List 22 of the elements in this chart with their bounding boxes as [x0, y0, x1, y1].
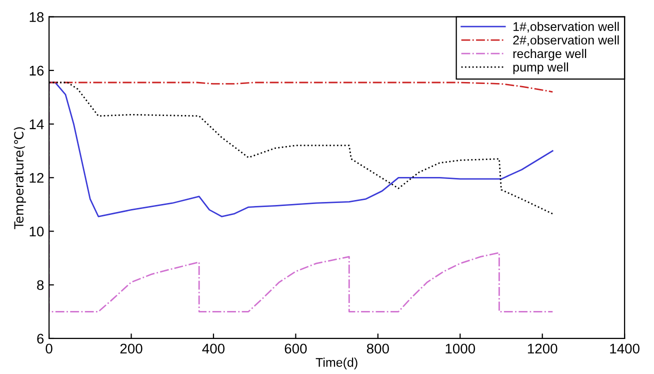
line-series	[49, 82, 554, 93]
x-tick-label: 200	[120, 344, 142, 354]
x-tick-label: 600	[284, 344, 307, 354]
legend-label: pump well	[513, 62, 568, 74]
x-tick-label: 0	[46, 344, 52, 354]
x-tick-label: 1000	[446, 344, 476, 354]
x-tick-label: 800	[366, 344, 389, 354]
x-axis-title: Time(d)	[316, 358, 358, 370]
y-tick-label: 6	[37, 334, 44, 344]
x-tick-label: 1400	[610, 344, 640, 354]
y-tick-label: 10	[30, 226, 44, 236]
y-tick-label: 12	[30, 172, 44, 183]
y-tick-label: 18	[30, 12, 44, 22]
x-tick-label: 400	[202, 344, 225, 354]
legend-label: 1#,observation well	[514, 22, 619, 32]
legend-label: 2#,observation well	[513, 35, 619, 46]
y-tick-label: 14	[30, 120, 44, 130]
y-axis-title: Temperature(℃)	[14, 127, 26, 230]
y-tick-label: 8	[37, 280, 44, 290]
y-tick-label: 16	[30, 66, 44, 76]
x-tick-label: 1200	[528, 344, 558, 354]
legend-label: recharge well	[513, 48, 586, 61]
